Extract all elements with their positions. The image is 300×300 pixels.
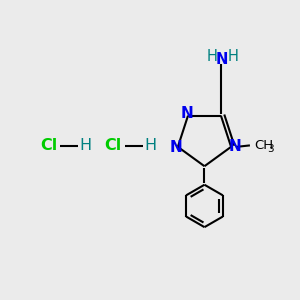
Text: 3: 3 bbox=[268, 144, 274, 154]
Text: H: H bbox=[207, 49, 218, 64]
Text: N: N bbox=[228, 140, 241, 154]
Text: N: N bbox=[180, 106, 193, 121]
Text: H: H bbox=[79, 138, 91, 153]
Text: H: H bbox=[228, 49, 239, 64]
Text: Cl: Cl bbox=[40, 138, 57, 153]
Text: Cl: Cl bbox=[105, 138, 122, 153]
Text: H: H bbox=[144, 138, 156, 153]
Text: N: N bbox=[169, 140, 182, 155]
Text: N: N bbox=[216, 52, 228, 67]
Text: CH: CH bbox=[255, 139, 274, 152]
